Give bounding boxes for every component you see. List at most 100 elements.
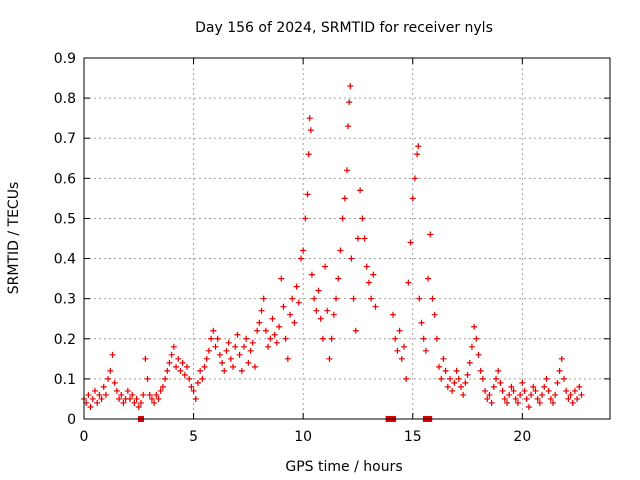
data-point bbox=[133, 395, 140, 402]
data-point bbox=[307, 127, 314, 134]
data-point bbox=[453, 367, 460, 374]
data-point bbox=[208, 335, 215, 342]
data-point bbox=[142, 355, 149, 362]
data-point bbox=[111, 379, 118, 386]
y-tick-label: 0.2 bbox=[54, 332, 76, 348]
data-point bbox=[113, 387, 120, 394]
data-point bbox=[164, 367, 171, 374]
data-point bbox=[462, 379, 469, 386]
data-point bbox=[96, 391, 103, 398]
data-point bbox=[347, 83, 354, 90]
data-point bbox=[177, 367, 184, 374]
data-point bbox=[409, 195, 416, 202]
data-point bbox=[214, 335, 221, 342]
data-point bbox=[541, 383, 548, 390]
data-point bbox=[390, 311, 397, 318]
data-point bbox=[280, 303, 287, 310]
data-point bbox=[201, 363, 208, 370]
data-point bbox=[319, 335, 326, 342]
data-point bbox=[348, 255, 355, 262]
data-point bbox=[455, 375, 462, 382]
data-point bbox=[477, 367, 484, 374]
data-point bbox=[565, 395, 572, 402]
data-point bbox=[116, 395, 123, 402]
data-point bbox=[151, 399, 158, 406]
data-point bbox=[361, 235, 368, 242]
data-point bbox=[415, 143, 422, 150]
data-point bbox=[442, 367, 449, 374]
data-point bbox=[425, 275, 432, 282]
data-point bbox=[203, 355, 210, 362]
data-point bbox=[372, 303, 379, 310]
y-tick-label: 0.8 bbox=[54, 91, 76, 107]
data-point bbox=[173, 363, 180, 370]
data-point bbox=[486, 391, 493, 398]
data-point bbox=[368, 295, 375, 302]
data-point bbox=[444, 383, 451, 390]
x-tick-label: 20 bbox=[513, 429, 531, 445]
data-point bbox=[287, 311, 294, 318]
data-point bbox=[346, 99, 353, 106]
x-tick-label: 15 bbox=[404, 429, 422, 445]
data-point bbox=[260, 295, 267, 302]
y-tick-label: 0.5 bbox=[54, 211, 76, 227]
data-point bbox=[359, 215, 366, 222]
y-tick-label: 0.6 bbox=[54, 171, 76, 187]
data-point bbox=[449, 387, 456, 394]
data-point bbox=[219, 359, 226, 366]
data-point bbox=[457, 383, 464, 390]
data-point bbox=[451, 379, 458, 386]
data-point bbox=[569, 399, 576, 406]
data-point bbox=[317, 315, 324, 322]
data-point bbox=[471, 323, 478, 330]
x-tick-label: 10 bbox=[294, 429, 312, 445]
data-point bbox=[315, 287, 322, 294]
data-point bbox=[563, 387, 570, 394]
data-point bbox=[295, 299, 302, 306]
data-point bbox=[293, 283, 300, 290]
data-point bbox=[578, 391, 585, 398]
data-point bbox=[422, 347, 429, 354]
data-point bbox=[493, 375, 500, 382]
data-point bbox=[190, 387, 197, 394]
data-point bbox=[306, 115, 313, 122]
data-point bbox=[506, 391, 513, 398]
data-point bbox=[503, 399, 510, 406]
data-point bbox=[225, 339, 232, 346]
data-point bbox=[289, 295, 296, 302]
data-point bbox=[479, 375, 486, 382]
data-point bbox=[357, 187, 364, 194]
data-point bbox=[188, 383, 195, 390]
data-point bbox=[87, 403, 94, 410]
data-point bbox=[205, 347, 212, 354]
data-point bbox=[475, 351, 482, 358]
data-point bbox=[519, 379, 526, 386]
data-point bbox=[170, 343, 177, 350]
data-point bbox=[554, 379, 561, 386]
data-point bbox=[148, 395, 155, 402]
data-point bbox=[431, 311, 438, 318]
data-point bbox=[271, 331, 278, 338]
data-point bbox=[120, 399, 127, 406]
data-point bbox=[140, 391, 147, 398]
data-point bbox=[407, 239, 414, 246]
data-point bbox=[131, 399, 138, 406]
data-point bbox=[232, 343, 239, 350]
data-point bbox=[300, 247, 307, 254]
data-point bbox=[305, 151, 312, 158]
data-point bbox=[127, 395, 134, 402]
data-point bbox=[411, 175, 418, 182]
data-point bbox=[528, 391, 535, 398]
data-point bbox=[330, 311, 337, 318]
data-point bbox=[85, 391, 92, 398]
data-point bbox=[345, 123, 352, 130]
chart-title: Day 156 of 2024, SRMTID for receiver nyl… bbox=[195, 20, 493, 36]
data-point bbox=[414, 151, 421, 158]
x-tick-label: 0 bbox=[80, 429, 89, 445]
data-point bbox=[490, 383, 497, 390]
data-point bbox=[436, 363, 443, 370]
data-point bbox=[337, 247, 344, 254]
data-point bbox=[339, 215, 346, 222]
data-point bbox=[344, 167, 350, 174]
